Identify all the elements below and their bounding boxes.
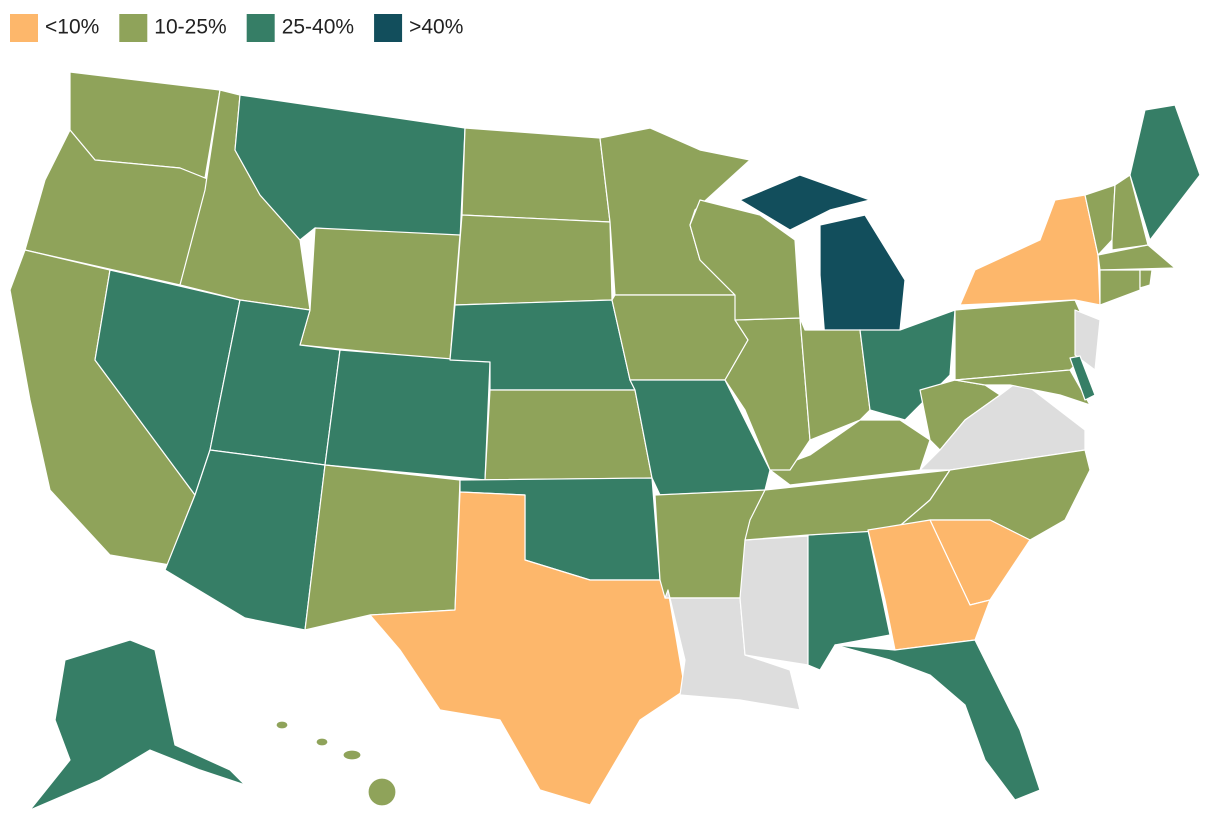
state xyxy=(1074,309,1101,371)
state xyxy=(29,639,246,811)
legend-label: <10% xyxy=(45,16,99,39)
state xyxy=(611,294,749,381)
state xyxy=(324,349,491,481)
legend-swatch xyxy=(10,14,38,42)
state xyxy=(1129,104,1201,241)
state xyxy=(484,389,653,481)
state xyxy=(769,419,931,486)
state xyxy=(1099,269,1141,306)
state xyxy=(304,464,461,631)
state xyxy=(275,720,397,807)
state xyxy=(954,369,1091,406)
legend-swatch xyxy=(374,14,403,42)
state xyxy=(959,194,1101,306)
state xyxy=(1069,355,1096,401)
state xyxy=(834,639,1041,801)
legend: <10% 10-25% 25-40% >40% xyxy=(10,14,463,42)
legend-swatch xyxy=(119,14,148,42)
state xyxy=(461,127,611,223)
state xyxy=(739,535,809,666)
state xyxy=(1097,244,1176,271)
legend-label: 25-40% xyxy=(282,16,354,39)
legend-label: >40% xyxy=(409,16,463,39)
state xyxy=(819,214,906,341)
state xyxy=(454,214,613,306)
state xyxy=(867,519,991,651)
state xyxy=(1111,174,1149,251)
state xyxy=(689,199,801,321)
state xyxy=(369,491,686,806)
states xyxy=(9,71,1201,811)
legend-label: 10-25% xyxy=(154,16,226,39)
legend-swatch xyxy=(246,14,275,42)
state xyxy=(299,227,461,361)
state xyxy=(739,174,871,231)
state xyxy=(1139,269,1153,289)
